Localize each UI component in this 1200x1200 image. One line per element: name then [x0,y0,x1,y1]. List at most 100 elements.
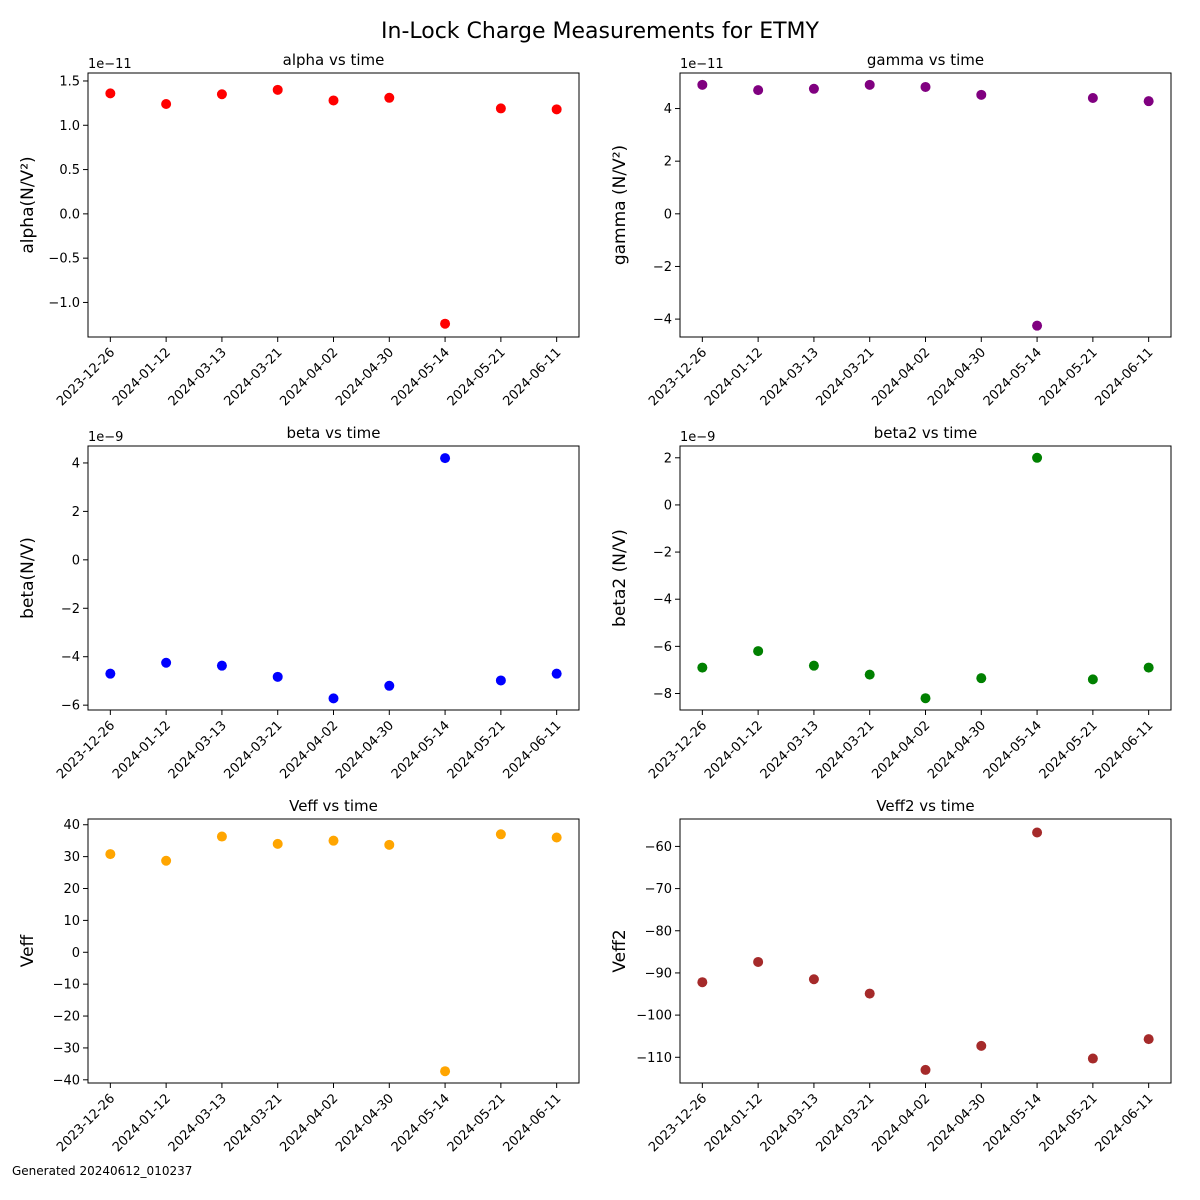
y-tick-label: −2 [61,602,80,617]
data-point [1032,320,1043,331]
plot-frame [679,72,1172,338]
y-tick-label: 1.5 [59,74,80,89]
x-tick-label: 2024-04-02 [869,345,933,409]
subplot-alpha: alpha vs time 1e−11 alpha(N/V²) −1.0 −0.5 0.0… [18,51,580,409]
x-tick-label: 2024-05-21 [445,718,509,782]
x-tick-label: 2024-03-21 [222,345,286,409]
data-point [1143,662,1154,673]
y-tick-label: −4 [653,593,672,608]
x-tick-label: 2024-03-21 [814,1091,878,1155]
data-point [551,832,562,843]
data-point [495,675,506,686]
plot-frame [87,72,580,338]
x-tick-label: 2024-04-30 [333,1091,397,1155]
data-point [753,85,764,96]
data-point [105,849,116,860]
subplot-title: Veff2 vs time [876,797,974,815]
data-point [920,693,931,704]
data-point [551,668,562,679]
x-tick-label: 2024-01-12 [110,345,174,409]
data-point [1032,452,1043,463]
data-point [808,974,819,985]
data-point [753,956,764,967]
x-tick-label: 2024-05-21 [1037,345,1101,409]
data-point [216,831,227,842]
y-tick-label: 40 [63,818,80,833]
axis-offset-label: 1e−11 [88,57,132,72]
plot-frame [679,445,1172,711]
subplot-beta2: beta2 vs time 1e−9 beta2 (N/V) −8 −6 −4 −2 0 2 20… [610,424,1172,782]
x-tick-label: 2024-05-21 [1037,1091,1101,1155]
data-point [105,668,116,679]
y-tick-label: 0.5 [59,163,80,178]
x-tick-label: 2024-03-13 [758,718,822,782]
x-tick-label: 2023-12-26 [54,718,118,782]
y-tick-label: 20 [63,882,80,897]
axis-offset-label: 1e−9 [680,430,715,445]
generated-timestamp: Generated 20240612_010237 [12,1164,193,1178]
x-tick-label: 2024-06-11 [500,1091,564,1155]
x-tick-label: 2024-04-30 [925,345,989,409]
data-point [976,89,987,100]
y-tick-label: −80 [645,924,672,939]
x-tick-label: 2024-05-21 [445,1091,509,1155]
x-tick-label: 2024-04-02 [277,345,341,409]
y-tick-label: −6 [653,640,672,655]
x-tick-label: 2024-04-30 [333,345,397,409]
x-tick-label: 2024-01-12 [702,1091,766,1155]
data-point [328,693,339,704]
data-point [920,1064,931,1075]
data-point [495,103,506,114]
x-tick-label: 2024-03-13 [166,345,230,409]
x-tick-label: 2024-03-21 [814,718,878,782]
x-tick-label: 2023-12-26 [646,718,710,782]
x-tick-label: 2023-12-26 [54,1091,118,1155]
subplot-title: alpha vs time [283,51,385,69]
x-tick-label: 2024-01-12 [110,1091,174,1155]
y-tick-label: −6 [61,699,80,714]
data-point [328,95,339,106]
data-point [697,977,708,988]
y-tick-label: −4 [61,650,80,665]
x-tick-label: 2024-05-14 [389,718,453,782]
y-tick-label: 30 [63,850,80,865]
y-axis-label: alpha(N/V²) [18,156,38,253]
x-tick-label: 2024-06-11 [1092,345,1156,409]
x-tick-label: 2023-12-26 [646,345,710,409]
x-tick-label: 2024-05-21 [445,345,509,409]
y-tick-label: 2 [664,451,672,466]
y-tick-label: −70 [645,882,672,897]
data-point [1143,1034,1154,1045]
x-tick-label: 2024-05-14 [981,718,1045,782]
subplot-title: gamma vs time [867,51,984,69]
data-point [105,88,116,99]
x-tick-label: 2024-01-12 [702,345,766,409]
y-tick-label: −90 [645,966,672,981]
y-tick-label: 2 [72,505,80,520]
data-point [440,318,451,329]
data-point [1087,674,1098,685]
y-tick-label: 4 [664,102,672,117]
data-point [272,84,283,95]
y-tick-label: −30 [53,1041,80,1056]
x-tick-label: 2024-01-12 [110,718,174,782]
x-tick-label: 2024-03-21 [222,718,286,782]
data-point [384,92,395,103]
data-point [161,99,172,110]
data-point [808,83,819,94]
data-point [1087,93,1098,104]
data-point [1032,827,1043,838]
data-point [384,680,395,691]
y-tick-label: −4 [653,313,672,328]
y-tick-label: 4 [72,456,80,471]
x-tick-label: 2024-05-14 [389,345,453,409]
data-point [1143,96,1154,107]
y-tick-label: 0 [72,946,80,961]
data-point [328,835,339,846]
x-tick-label: 2024-05-14 [981,345,1045,409]
x-tick-label: 2024-03-21 [222,1091,286,1155]
data-point [864,988,875,999]
y-tick-label: −8 [653,687,672,702]
y-tick-label: −20 [53,1010,80,1025]
